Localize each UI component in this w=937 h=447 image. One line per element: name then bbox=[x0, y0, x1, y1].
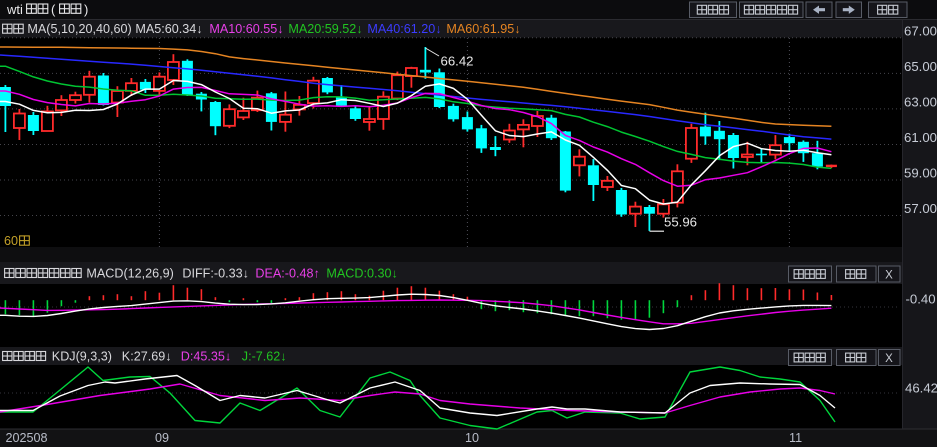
svg-text:09: 09 bbox=[155, 431, 169, 445]
svg-text:DEA:-0.48↑: DEA:-0.48↑ bbox=[255, 267, 319, 281]
svg-text:55.96: 55.96 bbox=[664, 215, 697, 230]
svg-text:63.00: 63.00 bbox=[904, 94, 937, 109]
svg-text:65.00: 65.00 bbox=[904, 59, 937, 74]
svg-text:wti: wti bbox=[6, 2, 23, 17]
svg-text:X: X bbox=[885, 353, 893, 365]
svg-text:D:45.35↓: D:45.35↓ bbox=[181, 350, 231, 364]
svg-text:67.00: 67.00 bbox=[904, 23, 937, 38]
svg-text:MA40:61.20↓: MA40:61.20↓ bbox=[367, 22, 441, 36]
svg-text:MACD(12,26,9): MACD(12,26,9) bbox=[86, 267, 173, 281]
svg-text:-0.40: -0.40 bbox=[906, 292, 936, 307]
svg-text:MA5:60.34↓: MA5:60.34↓ bbox=[135, 22, 202, 36]
svg-text:MA60:61.95↓: MA60:61.95↓ bbox=[446, 22, 520, 36]
svg-text:11: 11 bbox=[789, 431, 802, 445]
svg-text:57.00: 57.00 bbox=[904, 201, 937, 216]
svg-text:(: ( bbox=[51, 2, 56, 17]
svg-text:X: X bbox=[885, 270, 893, 282]
svg-text:66.42: 66.42 bbox=[441, 54, 474, 69]
svg-text:MACD:0.30↓: MACD:0.30↓ bbox=[326, 267, 397, 281]
svg-text:202508: 202508 bbox=[6, 431, 48, 445]
svg-text:DIFF:-0.33↓: DIFF:-0.33↓ bbox=[182, 267, 248, 281]
svg-text:K:27.69↓: K:27.69↓ bbox=[122, 350, 172, 364]
svg-text:J:-7.62↓: J:-7.62↓ bbox=[242, 350, 287, 364]
svg-text:MA(5,10,20,40,60): MA(5,10,20,40,60) bbox=[27, 22, 131, 36]
svg-text:MA20:59.52↓: MA20:59.52↓ bbox=[288, 22, 362, 36]
svg-text:): ) bbox=[84, 2, 88, 17]
svg-text:10: 10 bbox=[465, 431, 479, 445]
svg-text:61.00: 61.00 bbox=[904, 130, 937, 145]
svg-text:KDJ(9,3,3): KDJ(9,3,3) bbox=[52, 350, 112, 364]
svg-text:46.42: 46.42 bbox=[905, 381, 937, 396]
svg-text:59.00: 59.00 bbox=[904, 166, 937, 181]
svg-text:MA10:60.55↓: MA10:60.55↓ bbox=[209, 22, 283, 36]
svg-text:60: 60 bbox=[4, 234, 18, 248]
